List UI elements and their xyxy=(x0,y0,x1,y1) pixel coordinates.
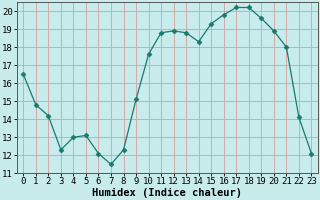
X-axis label: Humidex (Indice chaleur): Humidex (Indice chaleur) xyxy=(92,188,242,198)
